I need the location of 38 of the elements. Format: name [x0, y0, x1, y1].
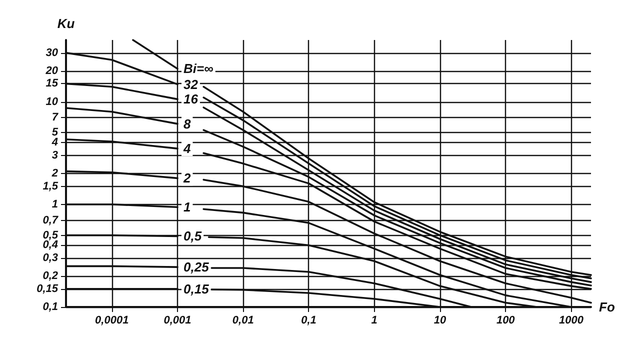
y-tick-label: 2: [50, 168, 58, 180]
y-tick-label: 0,2: [42, 270, 58, 282]
series-label: Bi=∞: [183, 61, 214, 76]
x-tick-label: 10: [434, 314, 447, 326]
y-tick-label: 7: [52, 112, 59, 124]
y-tick-label: 5: [52, 126, 59, 139]
y-tick-label: 3: [52, 149, 58, 162]
x-tick-label: 0,0001: [95, 314, 129, 326]
series-label: 0,5: [183, 228, 202, 244]
y-tick-label: 0,5: [42, 229, 59, 242]
y-tick-label: 0,3: [42, 252, 58, 264]
y-axis-title: Ku: [57, 16, 75, 31]
x-tick-label: 0,01: [232, 314, 254, 326]
x-tick-label: 100: [496, 314, 516, 326]
y-tick-label: 15: [46, 78, 59, 90]
series-label: 8: [183, 116, 192, 132]
y-tick-label: 0,7: [42, 214, 59, 226]
y-tick-label: 1,5: [42, 180, 59, 192]
series-label: 1: [183, 200, 191, 215]
y-tick-label: 20: [44, 64, 59, 77]
series-label: 32: [183, 76, 199, 92]
y-tick-label: 1: [52, 198, 58, 210]
y-tick-label: 0,4: [42, 239, 58, 252]
x-tick-label: 0,1: [301, 314, 316, 326]
series-label: 4: [182, 141, 192, 156]
series-label: 0,25: [183, 260, 210, 275]
series-label: 2: [182, 170, 192, 186]
series-label: 16: [183, 92, 199, 107]
x-tick-label: 1: [371, 314, 378, 326]
series-label: 0,15: [183, 281, 210, 296]
y-tick-label: 10: [46, 96, 59, 108]
y-tick-label: 4: [50, 136, 58, 149]
y-tick-label: 0,15: [36, 282, 59, 295]
x-tick-label: 1000: [559, 314, 584, 326]
y-tick-label: 0,1: [42, 301, 58, 313]
x-axis-title: Fo: [599, 300, 615, 314]
x-tick-label: 0,001: [164, 314, 192, 326]
y-tick-label: 30: [46, 46, 59, 59]
